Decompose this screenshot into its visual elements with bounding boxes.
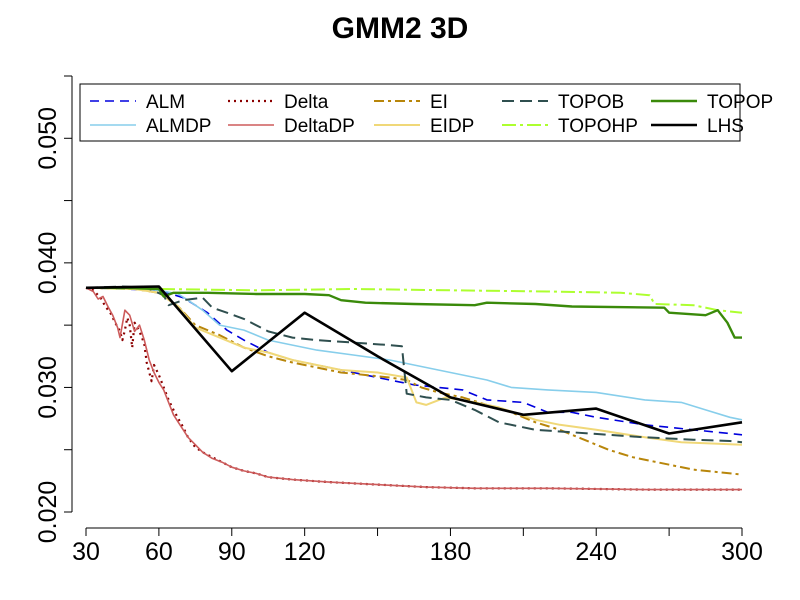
y-tick-label: 0.050 [34,107,62,170]
y-tick-label: 0.030 [34,356,62,419]
y-tick-label: 0.040 [34,232,62,295]
x-tick-label: 60 [145,538,173,566]
axes: 0.020 0.030 0.040 0.050 30 60 90 120 180 240 300 [34,75,763,566]
chart-title: GMM2 3D [331,12,469,45]
x-tick-label: 240 [575,538,617,566]
x-tick-label: 120 [284,538,326,566]
y-tick-label: 0.020 [34,481,62,544]
legend-label-eidp: EIDP [430,116,474,137]
legend-label-topop: TOPOP [707,92,773,113]
legend-label-ei: EI [430,92,448,113]
legend-label-almdp: ALMDP [146,116,211,137]
x-tick-label: 180 [430,538,472,566]
legend-label-lhs: LHS [707,116,744,137]
x-tick-label: 30 [72,538,100,566]
series-line-deltadp [85,287,742,491]
x-tick-label: 300 [721,538,763,566]
legend-label-topohp: TOPOHP [558,116,638,137]
series-line-lhs [85,285,743,435]
legend: ALM ALMDP Delta DeltaDP EI EIDP TOPOB TOPOHP TOP… [79,83,773,142]
series-line-topohp [85,286,743,314]
series-lines [85,285,743,491]
legend-label-delta: Delta [284,92,329,113]
legend-label-topob: TOPOB [558,92,624,113]
series-line-eidp [85,286,743,446]
legend-label-deltadp: DeltaDP [284,116,355,137]
x-tick-label: 90 [218,538,246,566]
legend-label-alm: ALM [146,92,185,113]
series-line-topob [85,285,743,444]
series-line-topop [86,286,742,339]
legend-box [79,83,741,142]
series-line-alm [85,287,743,436]
